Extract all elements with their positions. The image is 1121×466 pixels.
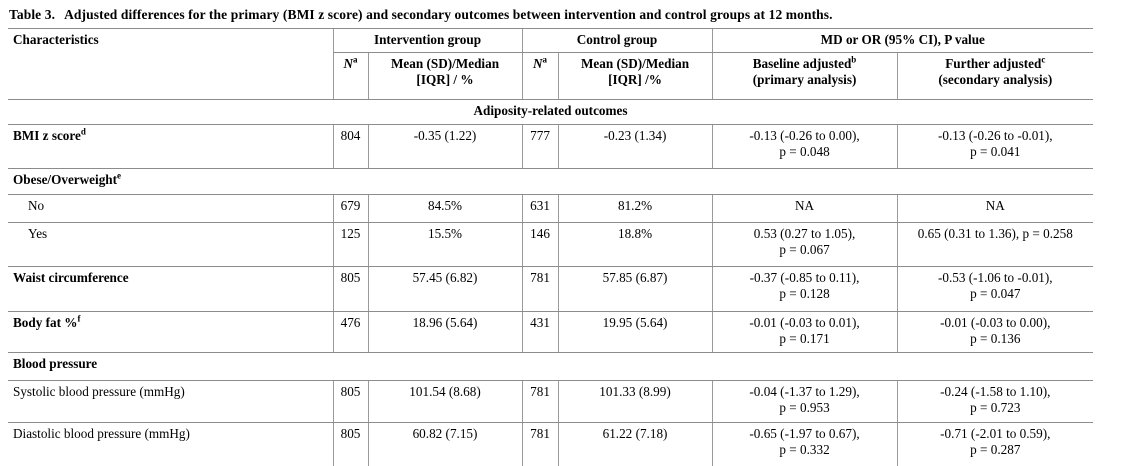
cell-sys-baseline-adjusted: -0.04 (-1.37 to 1.29), p = 0.953 (711, 380, 898, 423)
footnote-marker-a: a (542, 54, 548, 65)
header-row-groups: Characteristics Intervention group Contr… (8, 28, 1094, 100)
header-n-control: Na (521, 52, 559, 100)
header-n-intervention: Na (332, 52, 368, 100)
cell-waist-n-intervention: 805 (332, 266, 368, 312)
cell-dia-further-adjusted: -0.71 (-2.01 to 0.59), p = 0.287 (896, 422, 1094, 466)
cell-yes-pct-intervention: 15.5% (367, 222, 523, 267)
row-label-bmi: BMI z scored (8, 124, 333, 169)
cell-waist-further-adjusted: -0.53 (-1.06 to -0.01), p = 0.047 (896, 266, 1094, 312)
header-control-group: Control group (521, 28, 713, 53)
cell-sys-further-adjusted: -0.24 (-1.58 to 1.10), p = 0.723 (896, 380, 1094, 423)
cell-fat-mean-intervention: 18.96 (5.64) (367, 311, 523, 353)
cell-yes-n-control: 146 (521, 222, 559, 267)
header-md-or: MD or OR (95% CI), P value (711, 28, 1094, 53)
cell-sys-n-control: 781 (521, 380, 559, 423)
footnote-marker-e: e (117, 170, 122, 181)
cell-waist-baseline-adjusted: -0.37 (-0.85 to 0.11), p = 0.128 (711, 266, 898, 312)
cell-fat-baseline-adjusted: -0.01 (-0.03 to 0.01), p = 0.171 (711, 311, 898, 353)
header-further-adjusted: Further adjustedc (secondary analysis) (896, 52, 1094, 100)
cell-fat-n-intervention: 476 (332, 311, 368, 353)
table-row-waist-circumference: Waist circumference 805 57.45 (6.82) 781… (8, 266, 1094, 312)
header-mean-control: Mean (SD)/Median [IQR] /% (557, 52, 713, 100)
cell-no-n-intervention: 679 (332, 194, 368, 223)
cell-bmi-mean-control: -0.23 (1.34) (557, 124, 713, 169)
footnote-marker-a: a (353, 54, 358, 65)
header-baseline-adjusted: Baseline adjustedb (primary analysis) (711, 52, 898, 100)
cell-dia-n-control: 781 (521, 422, 559, 466)
row-label-no: No (8, 194, 333, 223)
table-caption: Adjusted differences for the primary (BM… (64, 7, 833, 22)
table-row-obese-no: No 679 84.5% 631 81.2% NA NA (8, 194, 1094, 223)
cell-waist-n-control: 781 (521, 266, 559, 312)
cell-waist-mean-control: 57.85 (6.87) (557, 266, 713, 312)
table-number: Table 3. (9, 7, 56, 22)
cell-fat-n-control: 431 (521, 311, 559, 353)
cell-bmi-further-adjusted: -0.13 (-0.26 to -0.01), p = 0.041 (896, 124, 1094, 169)
cell-fat-mean-control: 19.95 (5.64) (557, 311, 713, 353)
cell-sys-mean-control: 101.33 (8.99) (557, 380, 713, 423)
table-row-obese-yes: Yes 125 15.5% 146 18.8% 0.53 (0.27 to 1.… (8, 222, 1094, 267)
table-row-diastolic-bp: Diastolic blood pressure (mmHg) 805 60.8… (8, 422, 1094, 466)
cell-sys-mean-intervention: 101.54 (8.68) (367, 380, 523, 423)
section-label-blood-pressure: Blood pressure (8, 352, 1094, 381)
cell-no-n-control: 631 (521, 194, 559, 223)
cell-no-further-adjusted: NA (896, 194, 1094, 223)
cell-no-pct-intervention: 84.5% (367, 194, 523, 223)
row-label-systolic: Systolic blood pressure (mmHg) (8, 380, 333, 423)
header-mean-intervention: Mean (SD)/Median [IQR] / % (367, 52, 523, 100)
cell-bmi-n-control: 777 (521, 124, 559, 169)
table-row-systolic-bp: Systolic blood pressure (mmHg) 805 101.5… (8, 380, 1094, 423)
cell-sys-n-intervention: 805 (332, 380, 368, 423)
section-row-obese-overweight: Obese/Overweighte (8, 168, 1094, 195)
header-baseline-subtitle: (primary analysis) (752, 72, 857, 87)
section-row-blood-pressure: Blood pressure (8, 352, 1094, 381)
cell-dia-mean-control: 61.22 (7.18) (557, 422, 713, 466)
cell-bmi-mean-intervention: -0.35 (1.22) (367, 124, 523, 169)
section-label-adiposity: Adiposity-related outcomes (8, 99, 1094, 125)
section-label-obese-overweight: Obese/Overweighte (8, 168, 1094, 195)
cell-fat-further-adjusted: -0.01 (-0.03 to 0.00), p = 0.136 (896, 311, 1094, 353)
cell-dia-mean-intervention: 60.82 (7.15) (367, 422, 523, 466)
cell-yes-n-intervention: 125 (332, 222, 368, 267)
cell-waist-mean-intervention: 57.45 (6.82) (367, 266, 523, 312)
header-characteristics: Characteristics (8, 28, 333, 100)
table-title: Table 3. Adjusted differences for the pri… (9, 7, 1121, 23)
cell-bmi-baseline-adjusted: -0.13 (-0.26 to 0.00), p = 0.048 (711, 124, 898, 169)
cell-no-pct-control: 81.2% (557, 194, 713, 223)
table-row-body-fat: Body fat %f 476 18.96 (5.64) 431 19.95 (… (8, 311, 1094, 353)
cell-bmi-n-intervention: 804 (332, 124, 368, 169)
header-further-subtitle: (secondary analysis) (938, 72, 1053, 87)
table-row-bmi-z-score: BMI z scored 804 -0.35 (1.22) 777 -0.23 … (8, 124, 1094, 169)
cell-yes-baseline-adjusted: 0.53 (0.27 to 1.05), p = 0.067 (711, 222, 898, 267)
cell-dia-n-intervention: 805 (332, 422, 368, 466)
cell-yes-pct-control: 18.8% (557, 222, 713, 267)
row-label-diastolic: Diastolic blood pressure (mmHg) (8, 422, 333, 466)
footnote-marker-c: c (1041, 54, 1046, 65)
header-intervention-group: Intervention group (332, 28, 523, 53)
header-row-subcolumns: Na Mean (SD)/Median [IQR] / % Na Mean (S… (8, 52, 1094, 100)
cell-dia-baseline-adjusted: -0.65 (-1.97 to 0.67), p = 0.332 (711, 422, 898, 466)
footnote-marker-d: d (80, 126, 86, 137)
row-label-waist: Waist circumference (8, 266, 333, 312)
cell-no-baseline-adjusted: NA (711, 194, 898, 223)
results-table: Characteristics Intervention group Contr… (8, 28, 1094, 466)
row-label-body-fat: Body fat %f (8, 311, 333, 353)
footnote-marker-b: b (851, 54, 857, 65)
cell-yes-further-adjusted: 0.65 (0.31 to 1.36), p = 0.258 (896, 222, 1094, 267)
footnote-marker-f: f (77, 313, 81, 324)
section-row-adiposity: Adiposity-related outcomes (8, 99, 1094, 125)
row-label-yes: Yes (8, 222, 333, 267)
